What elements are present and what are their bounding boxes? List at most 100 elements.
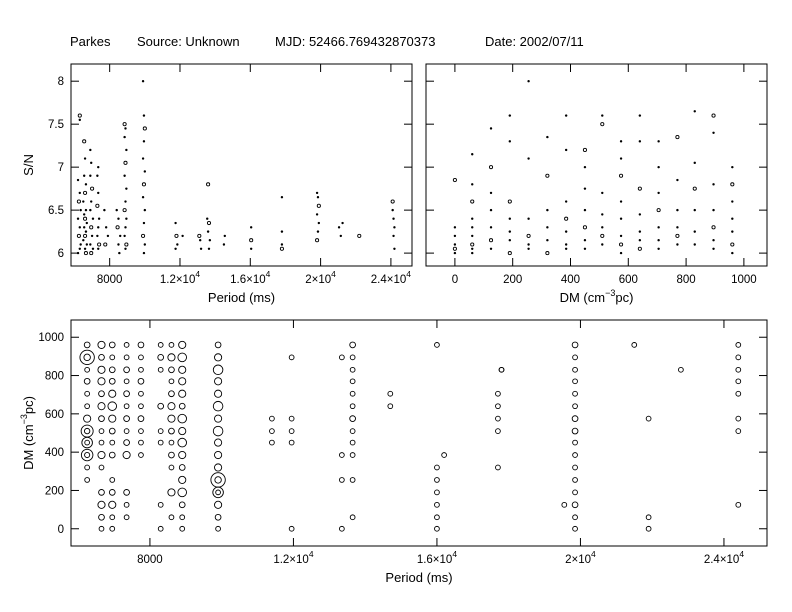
data-point [91, 247, 95, 251]
data-point [91, 217, 95, 220]
data-point [349, 378, 356, 385]
data-point [123, 342, 130, 348]
x-tick-label-text: 1.2×10 [273, 554, 309, 566]
data-point [656, 208, 661, 213]
data-point [178, 402, 186, 410]
x-tick-label: 1.2×104 [160, 269, 201, 286]
data-point [495, 415, 501, 422]
data-point [84, 183, 88, 186]
data-point [84, 208, 88, 212]
data-point [249, 226, 253, 229]
data-point [143, 243, 147, 246]
data-point [76, 199, 81, 204]
data-point [157, 402, 165, 410]
data-point [341, 221, 344, 225]
data-point [157, 525, 164, 532]
data-point [80, 448, 94, 462]
data-point [471, 226, 474, 229]
x-tick-label-text: 1.6×10 [230, 274, 266, 286]
data-point [168, 464, 175, 471]
data-point [90, 200, 93, 203]
data-point [731, 230, 734, 233]
data-point [223, 234, 227, 238]
data-point [214, 450, 223, 460]
data-point [357, 233, 362, 238]
data-point [508, 239, 512, 242]
data-point [564, 114, 568, 117]
x-tick-label: 2.4×104 [704, 549, 745, 566]
data-point [85, 243, 89, 246]
data-point [123, 415, 130, 422]
y-tick-label: 8 [58, 76, 64, 88]
data-point [546, 239, 549, 242]
data-point [675, 233, 680, 238]
data-point [712, 247, 715, 251]
data-point [84, 477, 90, 483]
data-point [103, 208, 106, 212]
data-point [77, 113, 82, 118]
y-tick-label: 6.5 [48, 205, 64, 217]
data-point [82, 174, 86, 177]
data-point [119, 234, 122, 238]
data-point [98, 464, 105, 471]
data-point [168, 390, 175, 398]
data-point [212, 400, 224, 412]
data-point [123, 390, 130, 398]
data-point [489, 208, 493, 212]
data-point [526, 233, 531, 238]
data-point [123, 428, 130, 434]
data-point [167, 353, 176, 362]
data-point [453, 234, 457, 238]
x-tick-label: 1000 [731, 274, 757, 286]
data-point [197, 233, 202, 238]
data-point [645, 415, 652, 422]
y-axis-label: DM (cm−3pc) [19, 396, 36, 470]
x-tick-label-exponent: 4 [406, 269, 411, 279]
data-point [142, 140, 146, 143]
data-point [98, 439, 105, 446]
data-point [637, 186, 642, 191]
data-point [619, 140, 623, 143]
data-point [206, 220, 212, 226]
data-point [177, 487, 187, 498]
data-point [657, 165, 660, 169]
data-point [488, 238, 494, 243]
data-point [178, 389, 187, 398]
x-tick-label: 1.6×104 [417, 549, 458, 566]
data-point [619, 200, 623, 203]
data-point [83, 233, 88, 238]
data-point [207, 247, 211, 251]
data-point [138, 366, 144, 373]
data-point [471, 217, 474, 220]
data-point [582, 147, 587, 153]
data-point [572, 366, 578, 373]
data-point [214, 353, 223, 362]
data-point [97, 450, 106, 460]
data-point [619, 173, 624, 178]
data-point [83, 157, 87, 160]
data-point [657, 226, 660, 229]
data-point [137, 377, 145, 385]
data-point [103, 242, 108, 247]
data-point [619, 251, 623, 255]
data-point [168, 378, 175, 385]
y-tick-label: 600 [45, 409, 64, 421]
data-point [178, 450, 187, 460]
data-point [108, 451, 116, 459]
data-point [645, 525, 652, 532]
data-point [339, 234, 343, 238]
x-tick-label-text: 2×10 [565, 554, 591, 566]
data-point [97, 226, 100, 229]
data-point [168, 366, 175, 374]
x-tick-label-exponent: 4 [331, 269, 336, 279]
data-point [315, 191, 319, 195]
data-point [157, 354, 165, 361]
data-point [676, 243, 679, 246]
data-point [89, 148, 92, 152]
data-point [123, 354, 130, 361]
data-point [157, 342, 164, 348]
data-point [546, 135, 549, 139]
data-point [452, 246, 457, 251]
data-point [495, 403, 501, 410]
data-point [106, 234, 110, 238]
